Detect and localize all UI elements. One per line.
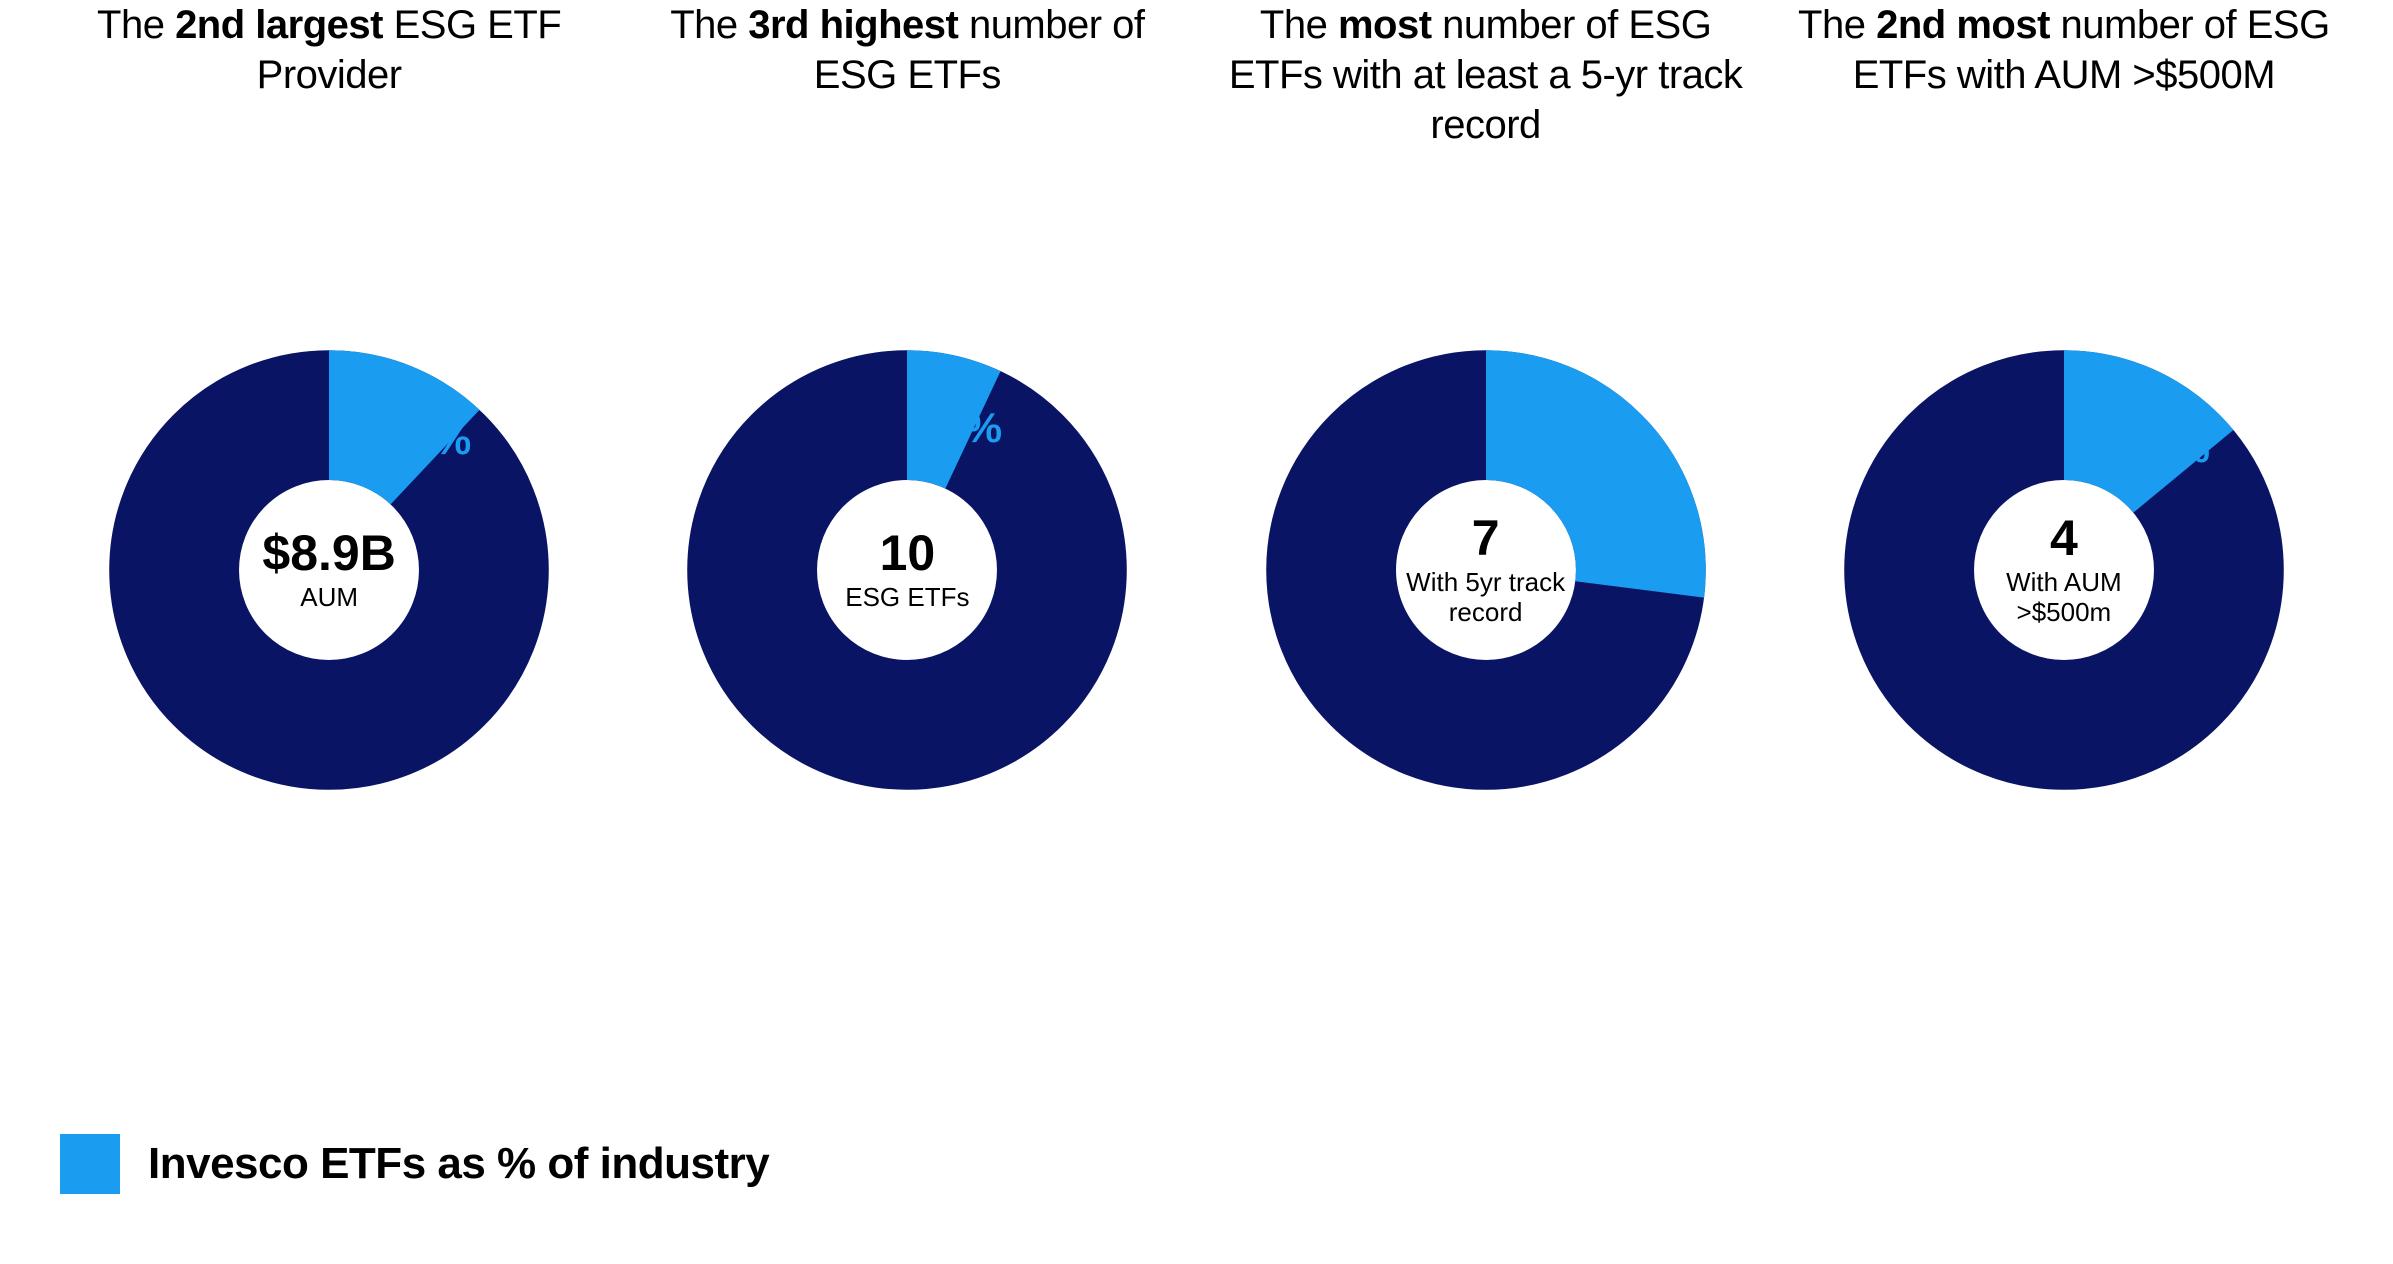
title-prefix: The [670,3,748,47]
title-bold: 3rd highest [748,3,958,47]
panel-title: The most number of ESG ETFs with at leas… [1217,0,1755,260]
stat-panel-0: The 2nd largest ESG ETF Provider $8.9BAUM… [60,0,598,790]
panel-title: The 2nd largest ESG ETF Provider [60,0,598,260]
title-prefix: The [97,3,175,47]
title-bold: 2nd largest [175,3,383,47]
donut-chart: 10ESG ETFs7% [687,350,1127,790]
title-prefix: The [1798,3,1876,47]
donut-panels-row: The 2nd largest ESG ETF Provider $8.9BAUM… [0,0,2393,790]
legend: Invesco ETFs as % of industry [60,1134,769,1194]
stat-panel-2: The most number of ESG ETFs with at leas… [1217,0,1755,790]
legend-text: Invesco ETFs as % of industry [148,1139,769,1189]
donut-chart: 4With AUM >$500m14% [1844,350,2284,790]
panel-title: The 2nd most number of ESG ETFs with AUM… [1795,0,2333,260]
stat-panel-3: The 2nd most number of ESG ETFs with AUM… [1795,0,2333,790]
legend-swatch [60,1134,120,1194]
panel-title: The 3rd highest number of ESG ETFs [638,0,1176,260]
title-bold: 2nd most [1876,3,2050,47]
title-bold: most [1338,3,1432,47]
title-prefix: The [1260,3,1338,47]
stat-panel-1: The 3rd highest number of ESG ETFs 10ESG … [638,0,1176,790]
donut-chart: 7With 5yr track record27% [1266,350,1706,790]
donut-chart: $8.9BAUM12% [109,350,549,790]
